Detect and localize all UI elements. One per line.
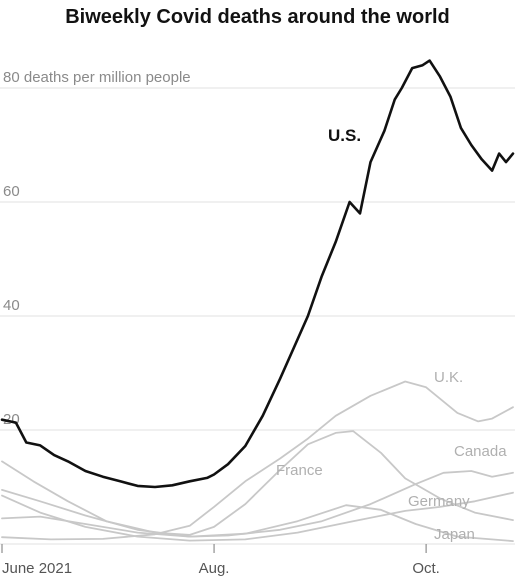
- x-tick-label: Aug.: [199, 560, 230, 577]
- us-series: [0, 59, 515, 489]
- series-label: Canada: [454, 443, 507, 460]
- y-tick-label: 40: [3, 297, 20, 314]
- y-tick-label: 80 deaths per million people: [3, 69, 191, 86]
- chart-title: Biweekly Covid deaths around the world: [65, 6, 450, 28]
- comparison-series: [1, 380, 514, 542]
- x-axis: June 2021 Aug. Oct.: [1, 544, 440, 577]
- series-label: France: [276, 462, 323, 479]
- series-line-japan: [1, 504, 514, 542]
- series-line-france: [1, 430, 514, 536]
- series-label: U.K.: [434, 369, 463, 386]
- x-tick-label: Oct.: [412, 560, 440, 577]
- series-label: Japan: [434, 526, 475, 543]
- series-labels: U.S. U.K. France Canada Germany Japan: [276, 126, 507, 543]
- series-line-canada: [1, 470, 514, 538]
- gridlines: [0, 87, 515, 545]
- x-tick-label: June 2021: [2, 560, 72, 577]
- series-line-germany: [1, 491, 514, 542]
- series-line-u-s: [0, 59, 515, 489]
- series-line-u-k: [1, 380, 514, 541]
- series-label: U.S.: [328, 126, 361, 145]
- series-label: Germany: [408, 493, 470, 510]
- y-tick-label: 60: [3, 183, 20, 200]
